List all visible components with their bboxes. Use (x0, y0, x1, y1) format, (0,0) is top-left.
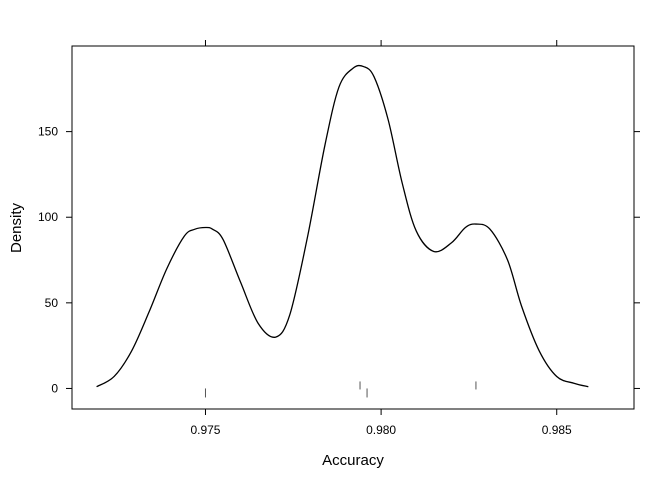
tick-marks (66, 40, 640, 415)
y-axis-title: Density (8, 202, 25, 253)
rug-marks (204, 381, 477, 398)
y-tick-label: 50 (45, 296, 59, 310)
plot-frame (71, 45, 635, 410)
y-tick-label: 150 (38, 125, 58, 139)
x-tick-label: 0.980 (366, 423, 396, 437)
x-tick-label: 0.985 (542, 423, 572, 437)
y-tick-label: 0 (51, 381, 58, 395)
density-curve (96, 64, 589, 388)
tick-labels: 0.975 0.980 0.985 0 50 100 150 (38, 125, 572, 437)
x-axis-title: Accuracy (322, 452, 384, 469)
x-tick-label: 0.975 (190, 423, 220, 437)
y-tick-label: 100 (38, 210, 58, 224)
